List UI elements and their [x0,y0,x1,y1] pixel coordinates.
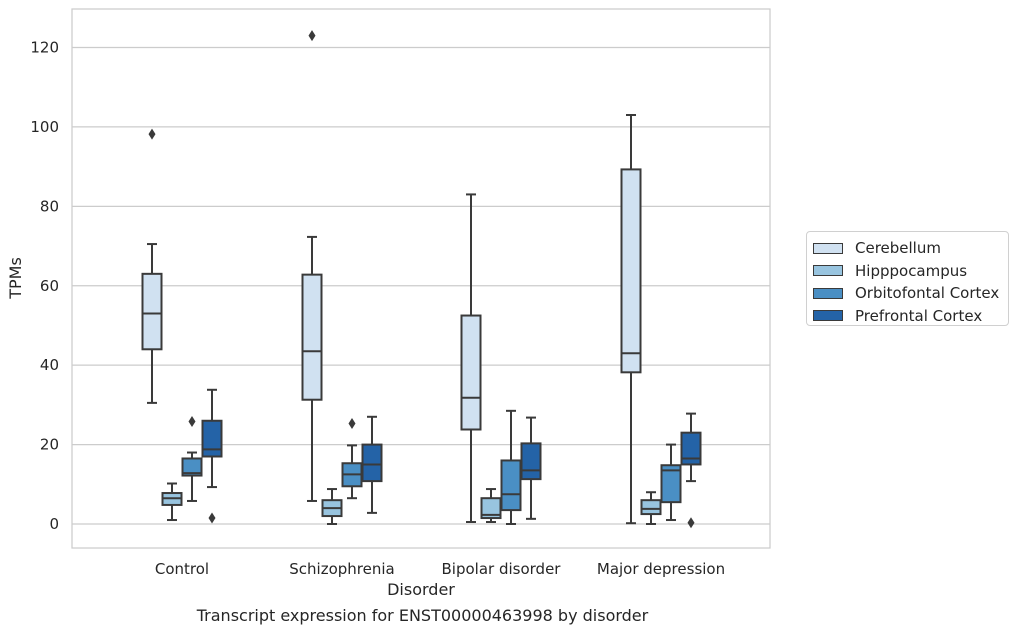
x-tick-label: Major depression [597,560,725,578]
y-tick-label: 20 [40,436,59,454]
outlier-marker [348,418,356,430]
x-tick-label: Bipolar disorder [442,560,562,578]
box-orbitofontal-cortex [660,443,682,522]
box-cerebellum [301,30,323,502]
iqr-box [201,419,223,458]
iqr-box [680,431,702,466]
x-tick-labels: Control Schizophrenia Bipolar disorder Majo… [155,560,725,578]
box-cerebellum [620,114,642,525]
y-tick-label: 100 [30,118,59,136]
legend-label: Prefrontal Cortex [855,306,983,325]
legend-label: Cerebellum [855,239,941,258]
box-prefrontal-cortex [201,388,223,524]
box-prefrontal-cortex [520,416,542,520]
box-hipppocampus [161,482,183,522]
legend-label: Hipppocampus [855,261,968,280]
box-orbitofontal-cortex [341,418,363,500]
legend-item: Orbitofontal Cortex [813,282,1008,305]
y-tick-label: 0 [49,515,59,533]
y-tick-labels: 0 20 40 60 80 100 120 [30,39,59,534]
legend-swatch [813,265,843,277]
y-tick-label: 120 [30,39,59,57]
legend-swatch [813,287,843,299]
outlier-marker [308,30,316,42]
x-tick-label: Control [155,560,209,578]
box-orbitofontal-cortex [181,416,203,502]
box-prefrontal-cortex [680,412,702,529]
box-hipppocampus [640,491,662,525]
y-tick-label: 40 [40,356,59,374]
chart-caption: Transcript expression for ENST0000046399… [196,606,649,625]
iqr-box [460,314,482,431]
box-orbitofontal-cortex [500,409,522,525]
outlier-marker [148,128,156,140]
box-cerebellum [460,193,482,524]
iqr-box [361,443,383,483]
y-tick-label: 60 [40,277,59,295]
box-prefrontal-cortex [361,415,383,514]
legend-swatch [813,310,843,322]
iqr-box [301,273,323,401]
legend-item: Cerebellum [813,237,1008,260]
iqr-box [620,168,642,374]
iqr-box [640,499,662,516]
outlier-marker [188,416,196,428]
iqr-box [181,457,203,477]
iqr-box [520,442,542,481]
legend: Cerebellum Hipppocampus Orbitofontal Corte… [806,231,1009,326]
legend-item: Hipppocampus [813,260,1008,283]
iqr-box [141,272,163,351]
legend-label: Orbitofontal Cortex [855,284,1000,303]
box-series-group [141,30,702,529]
iqr-box [500,459,522,512]
box-cerebellum [141,128,163,404]
iqr-box [660,464,682,504]
y-axis-label: TPMs [6,257,25,300]
outlier-marker [208,512,216,524]
y-tick-label: 80 [40,197,59,215]
outlier-marker [687,517,695,529]
box-hipppocampus [321,488,343,525]
x-tick-label: Schizophrenia [289,560,394,578]
legend-item: Prefrontal Cortex [813,305,1008,328]
legend-swatch [813,242,843,254]
x-axis-label: Disorder [387,580,455,599]
